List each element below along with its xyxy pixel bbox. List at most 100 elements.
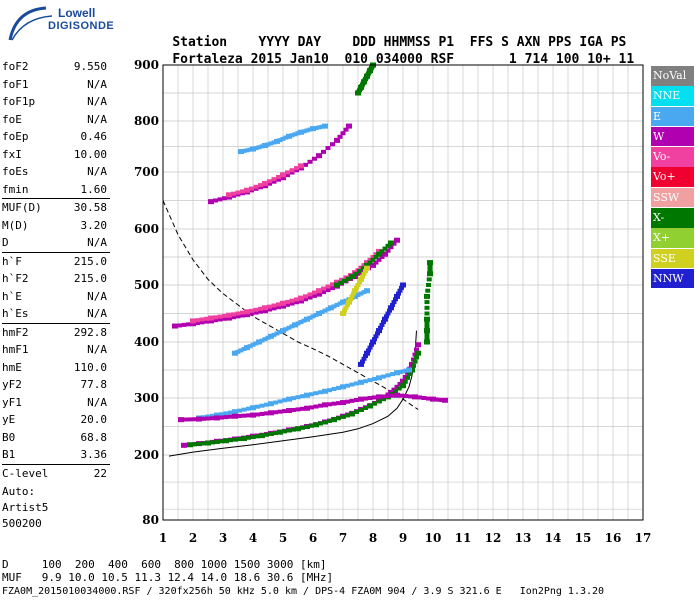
echo-point — [273, 431, 278, 436]
echo-point — [376, 375, 382, 381]
echo-point — [354, 397, 359, 402]
echo-point — [318, 390, 323, 395]
param-row: fxI 10.00 — [2, 146, 162, 164]
echo-point — [376, 394, 382, 400]
echo-point — [336, 385, 341, 390]
param-value: N/A — [87, 395, 107, 409]
echo-point — [391, 300, 397, 305]
echo-point — [358, 396, 364, 402]
param-name: foEp — [2, 130, 29, 143]
echo-point — [390, 393, 395, 398]
echo-point — [298, 295, 304, 301]
echo-point — [208, 199, 214, 205]
echo-point — [313, 391, 319, 396]
echo-point — [250, 412, 256, 418]
echo-point — [387, 308, 392, 313]
echo-point — [363, 269, 368, 273]
echo-point — [223, 415, 229, 420]
param-value: 292.8 — [73, 325, 107, 339]
echo-point — [286, 325, 292, 330]
echo-point — [309, 392, 314, 397]
echo-point — [388, 240, 394, 246]
param-name: hmE — [2, 360, 22, 374]
echo-point — [235, 190, 241, 195]
param-name: h`E — [2, 289, 22, 303]
echo-point — [312, 293, 317, 298]
echo-point — [231, 312, 236, 317]
echo-point — [364, 260, 370, 266]
echo-point — [273, 410, 278, 415]
header-label-station: Station — [172, 35, 228, 50]
echo-point — [277, 399, 283, 404]
param-row: foE N/A — [2, 111, 162, 129]
param-name: h`F2 — [2, 272, 29, 285]
echo-point — [358, 291, 364, 296]
echo-point — [424, 331, 430, 336]
echo-point — [381, 320, 386, 325]
echo-point — [262, 142, 268, 148]
echo-point — [417, 395, 422, 400]
param-name: h`F — [2, 254, 22, 268]
echo-point — [268, 410, 274, 416]
auto-label: Auto: — [2, 485, 36, 498]
echo-point — [304, 128, 310, 133]
echo-point — [334, 279, 340, 285]
header-label-ffs: FFS — [469, 35, 494, 50]
echo-point — [268, 431, 274, 436]
echo-point — [240, 310, 245, 315]
param-row: foF1p N/A — [2, 93, 162, 111]
echo-point — [247, 344, 253, 349]
echo-point — [301, 129, 307, 134]
echo-point — [408, 394, 413, 399]
param-value: N/A — [87, 77, 107, 91]
echo-point — [312, 156, 317, 161]
echo-point — [345, 399, 350, 404]
echo-point — [235, 349, 241, 354]
echo-point — [424, 320, 430, 325]
echo-point — [213, 315, 218, 320]
echo-point — [367, 378, 373, 383]
param-row: yF1 N/A — [2, 394, 162, 412]
param-name: hmF2 — [2, 325, 29, 339]
echo-point — [210, 416, 215, 421]
header-label-s: S — [501, 35, 509, 50]
echo-point — [214, 415, 220, 421]
echo-point — [343, 127, 349, 132]
echo-point — [201, 441, 206, 446]
param-value: N/A — [87, 165, 107, 178]
echo-point — [358, 407, 364, 412]
echo-point — [208, 318, 214, 324]
echo-point — [276, 177, 281, 182]
echo-point — [396, 291, 401, 296]
echo-point — [343, 305, 349, 310]
echo-point — [291, 396, 296, 401]
param-row: foEs N/A — [2, 163, 162, 181]
header-value-hhmmss: 034000 — [375, 52, 423, 67]
echo-point — [286, 396, 292, 402]
echo-point — [342, 278, 347, 283]
echo-point — [360, 266, 366, 271]
echo-point — [235, 311, 241, 316]
echo-point — [298, 298, 304, 304]
echo-point — [262, 337, 268, 342]
echo-point — [442, 397, 448, 403]
echo-point — [331, 304, 337, 309]
echo-point — [294, 168, 299, 173]
legend-item: NNW — [651, 268, 694, 289]
echo-point — [271, 306, 277, 311]
echo-point — [353, 271, 359, 276]
echo-point — [379, 322, 385, 327]
echo-point — [223, 411, 229, 416]
header-label-iga: IGA — [579, 35, 603, 50]
x-tick-label: 4 — [249, 531, 257, 545]
echo-point — [322, 388, 328, 394]
echo-point — [390, 302, 395, 307]
echo-point — [322, 420, 328, 425]
param-row: B1 3.36 — [2, 446, 162, 464]
echo-point — [363, 405, 368, 410]
echo-point — [259, 403, 265, 408]
echo-point — [232, 413, 238, 419]
echo-point — [303, 162, 308, 167]
echo-point — [307, 315, 313, 320]
